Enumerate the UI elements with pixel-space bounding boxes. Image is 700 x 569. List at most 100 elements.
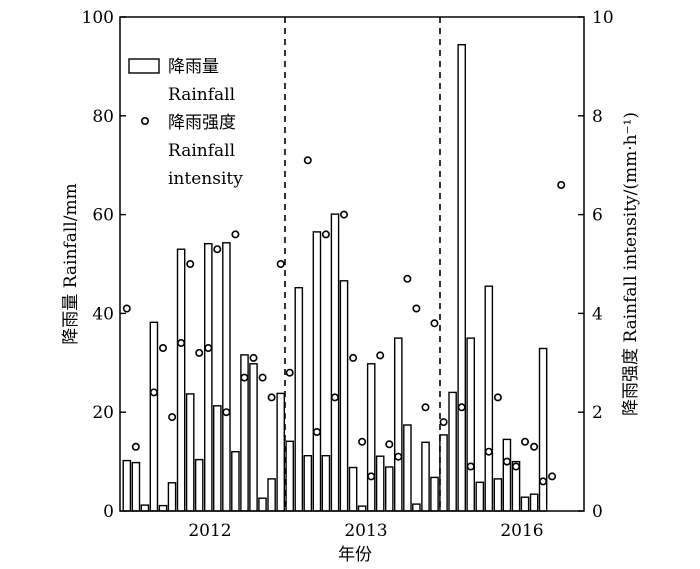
intensity-point <box>168 413 177 422</box>
rainfall-bar <box>276 392 286 512</box>
intensity-point <box>177 338 186 347</box>
y-tick-label: 60 <box>92 206 114 226</box>
rainfall-bar <box>258 497 267 512</box>
rainfall-bar <box>457 44 467 512</box>
rainfall-bar <box>502 438 512 512</box>
y2-axis-title: 降雨强度 Rainfall intensity/(mm·h⁻¹) <box>621 112 641 416</box>
y-tick-label: 100 <box>82 8 114 28</box>
intensity-point <box>122 304 131 313</box>
intensity-point <box>358 437 367 446</box>
rainfall-bar <box>385 466 394 512</box>
rainfall-bar <box>484 285 494 512</box>
rainfall-bar <box>303 455 313 512</box>
intensity-point <box>539 477 548 486</box>
intensity-point <box>493 393 502 402</box>
rainfall-bar <box>412 503 421 512</box>
intensity-point <box>484 447 493 456</box>
rainfall-bar <box>366 363 376 512</box>
x-axis-title: 年份 <box>338 545 372 565</box>
rainfall-bar <box>267 478 276 512</box>
intensity-point <box>222 408 231 417</box>
intensity-point <box>267 393 276 402</box>
intensity-point <box>131 442 140 451</box>
rainfall-bar <box>212 405 222 512</box>
rainfall-bar <box>285 440 295 512</box>
intensity-point <box>502 457 511 466</box>
intensity-point <box>439 418 448 427</box>
rainfall-bar <box>149 321 159 512</box>
x-axis: 2012 2013 2016 <box>188 521 543 541</box>
intensity-point <box>530 442 539 451</box>
rainfall-bar <box>348 466 358 512</box>
intensity-point <box>394 452 403 461</box>
intensity-point <box>511 462 520 471</box>
legend-rainfall-swatch <box>128 58 160 74</box>
y2-tick-label: 0 <box>592 502 603 522</box>
rainfall-bar <box>339 280 349 512</box>
intensity-point <box>349 353 358 362</box>
y2-tick-label: 8 <box>592 107 603 127</box>
intensity-point <box>321 230 330 239</box>
y2-tick-label: 10 <box>592 8 614 28</box>
intensity-point <box>412 304 421 313</box>
rainfall-bar <box>294 287 304 512</box>
intensity-point <box>149 388 158 397</box>
rainfall-bar <box>321 455 331 512</box>
intensity-point <box>403 274 412 283</box>
x-tick-label: 2013 <box>344 521 387 541</box>
legend: 降雨量 Rainfall 降雨强度 Rainfall intensity <box>128 57 243 189</box>
rainfall-bar <box>185 393 195 512</box>
rainfall-bars <box>122 44 548 512</box>
y2-tick-label: 2 <box>592 403 603 423</box>
intensity-point <box>421 403 430 412</box>
rainfall-bar <box>421 441 430 512</box>
intensity-point <box>204 343 213 352</box>
rainfall-bar <box>131 461 141 512</box>
legend-rainfall-cn: 降雨量 <box>168 57 219 77</box>
rainfall-bar <box>538 347 548 512</box>
rainfall-bar <box>439 434 448 512</box>
rainfall-bar <box>430 476 439 512</box>
intensity-point <box>231 230 240 239</box>
legend-intensity-en2: intensity <box>168 169 243 189</box>
intensity-point <box>457 403 466 412</box>
intensity-point <box>339 210 348 219</box>
y-tick-label: 40 <box>92 304 114 324</box>
rainfall-bar <box>529 493 539 512</box>
rainfall-bar <box>167 482 177 512</box>
rainfall-bar <box>448 391 457 512</box>
rainfall-bar <box>231 451 240 512</box>
intensity-point <box>557 181 566 190</box>
legend-intensity-en1: Rainfall <box>168 141 235 161</box>
rainfall-bar <box>312 231 322 512</box>
intensity-point <box>240 373 249 382</box>
y-axis-title: 降雨量 Rainfall/mm <box>61 183 81 344</box>
x-tick-label: 2016 <box>500 521 543 541</box>
intensity-point <box>466 462 475 471</box>
right-axis: 0 2 4 6 8 10 <box>578 8 614 522</box>
rainfall-bar <box>466 337 476 512</box>
rainfall-bar <box>203 242 213 512</box>
rainfall-bar <box>194 458 204 512</box>
intensity-point <box>195 348 204 357</box>
y2-tick-label: 4 <box>592 304 603 324</box>
intensity-point <box>258 373 267 382</box>
plot-frame <box>119 16 585 512</box>
y-tick-label: 80 <box>92 107 114 127</box>
rainfall-bar <box>222 242 231 512</box>
intensity-point <box>312 427 321 436</box>
rainfall-bar <box>176 248 186 512</box>
intensity-point <box>367 472 376 481</box>
rainfall-bar <box>375 455 385 512</box>
intensity-point <box>249 353 258 362</box>
y2-tick-label: 6 <box>592 206 603 226</box>
rainfall-bar <box>394 337 403 512</box>
intensity-point <box>186 259 195 268</box>
legend-intensity-marker <box>141 117 150 126</box>
intensity-point <box>520 437 529 446</box>
intensity-point <box>276 259 285 268</box>
legend-intensity-cn: 降雨强度 <box>168 113 236 133</box>
legend-rainfall-en: Rainfall <box>168 85 235 105</box>
y-tick-label: 0 <box>103 502 114 522</box>
